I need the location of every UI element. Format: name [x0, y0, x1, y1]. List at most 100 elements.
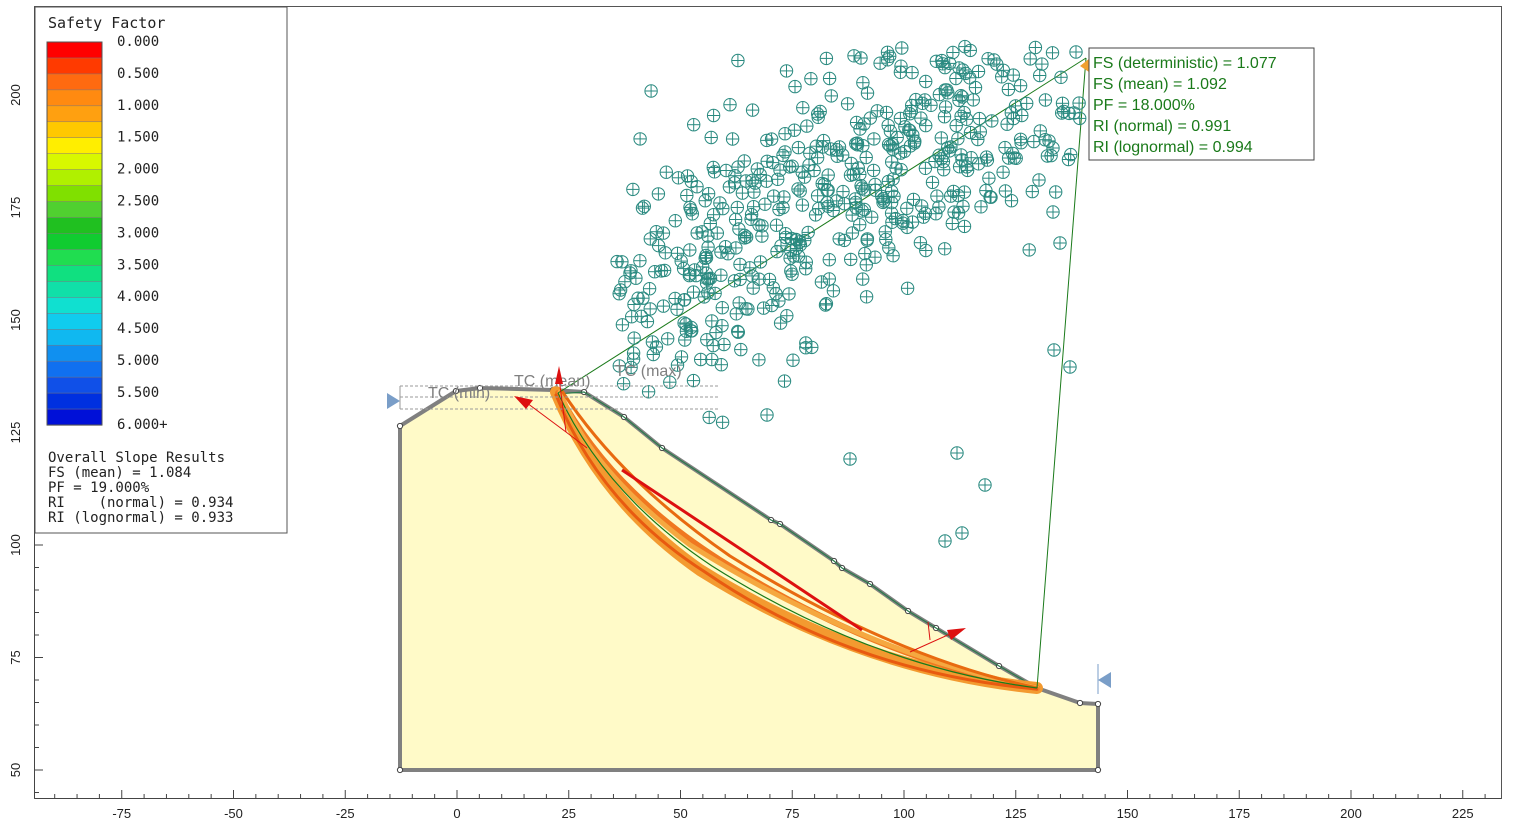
slip-center	[822, 272, 836, 286]
x-tick-label: 100	[893, 806, 915, 821]
slip-center	[1006, 111, 1021, 126]
slip-center	[959, 66, 973, 81]
slip-center	[889, 161, 903, 175]
slip-center	[849, 136, 863, 151]
slip-center	[755, 229, 769, 243]
slip-center	[843, 168, 858, 182]
legend-swatch	[46, 137, 103, 155]
slip-center	[1027, 134, 1041, 149]
legend-swatch	[46, 392, 103, 410]
slip-center	[886, 249, 900, 263]
slip-center	[626, 182, 640, 197]
slip-center	[958, 39, 972, 54]
x-tick-label: -25	[336, 806, 355, 821]
legend-swatch	[46, 73, 103, 91]
legend-swatch	[46, 89, 103, 107]
slip-center	[866, 163, 881, 178]
slip-center	[1015, 108, 1029, 123]
legend-swatch	[46, 217, 103, 235]
legend-labels: 0.000 0.500 1.000 1.500 2.000 2.500 3.000 3.500…	[117, 34, 168, 433]
slip-center	[818, 298, 833, 312]
slip-center	[823, 142, 838, 156]
slip-center	[677, 316, 691, 330]
slip-center	[845, 226, 860, 240]
slip-center	[974, 200, 988, 214]
slip-center	[799, 336, 813, 350]
slip-center	[832, 140, 847, 154]
slip-center	[671, 171, 686, 185]
slip-center	[945, 216, 959, 231]
slip-center	[960, 163, 975, 178]
slip-center	[773, 316, 788, 330]
legend-swatch	[46, 233, 103, 251]
x-tick-label: 150	[1117, 806, 1139, 821]
slip-center	[843, 452, 857, 466]
slip-center	[791, 249, 806, 263]
overall-pf: PF = 19.000%	[48, 480, 150, 496]
slip-center	[918, 161, 933, 176]
slip-surface-face	[555, 391, 1038, 689]
slip-center	[804, 72, 818, 86]
x-tick-label: 50	[673, 806, 687, 821]
slip-center	[951, 206, 966, 220]
slip-center	[1032, 173, 1046, 187]
slip-center	[627, 331, 641, 345]
slip-center	[741, 302, 755, 316]
slip-surface	[557, 389, 1040, 691]
slip-center	[1055, 96, 1070, 111]
slip-center	[791, 182, 805, 196]
arrow-right	[947, 628, 966, 640]
safety-factor-legend: Safety Factor 0.000 0.500 1.000 1.500 2.000 2…	[34, 6, 288, 534]
legend-label: 0.000	[117, 34, 159, 50]
slip-center	[1046, 205, 1060, 219]
slip-center	[765, 298, 779, 313]
slip-center	[626, 346, 641, 360]
slip-center	[762, 272, 777, 287]
slip-center	[651, 238, 666, 253]
slip-center	[950, 446, 964, 460]
slip-center	[1047, 343, 1061, 357]
slip-center	[1013, 79, 1028, 93]
slip-center	[752, 218, 766, 232]
slip-center	[944, 189, 958, 203]
slip-center	[738, 231, 752, 245]
legend-swatch	[46, 344, 103, 362]
slip-center	[716, 201, 730, 216]
y-tick-label: 50	[8, 763, 23, 777]
slip-center	[680, 188, 694, 203]
slip-center	[900, 281, 915, 295]
slip-center	[760, 408, 774, 422]
slip-center	[978, 478, 992, 492]
legend-swatch	[46, 185, 103, 203]
slip-center	[802, 158, 816, 172]
slip-center	[769, 218, 784, 232]
slip-center	[704, 130, 718, 145]
slip-center	[824, 89, 838, 103]
slip-center	[856, 139, 870, 153]
slip-center	[916, 210, 931, 224]
slip-center	[932, 200, 946, 214]
slip-center	[1046, 141, 1060, 155]
slip-center	[732, 296, 746, 310]
slip-center	[913, 236, 928, 250]
slip-center	[882, 241, 896, 255]
slip-center	[800, 119, 814, 133]
slip-center	[1042, 134, 1056, 148]
slip-center	[996, 63, 1011, 78]
overall-fs-mean: FS (mean) = 1.084	[48, 465, 191, 481]
slip-center	[687, 118, 701, 132]
slip-center	[663, 375, 677, 389]
slip-center	[847, 49, 861, 63]
slip-center	[670, 246, 685, 261]
legend-swatch	[46, 249, 103, 267]
slip-center	[955, 90, 970, 104]
tc-min-label: TC (min)	[428, 385, 490, 402]
slip-center	[706, 338, 720, 353]
slip-center	[658, 246, 672, 260]
slip-center	[779, 64, 794, 78]
slip-center	[949, 71, 963, 86]
slip-center	[938, 83, 952, 97]
slip-center	[898, 120, 912, 134]
